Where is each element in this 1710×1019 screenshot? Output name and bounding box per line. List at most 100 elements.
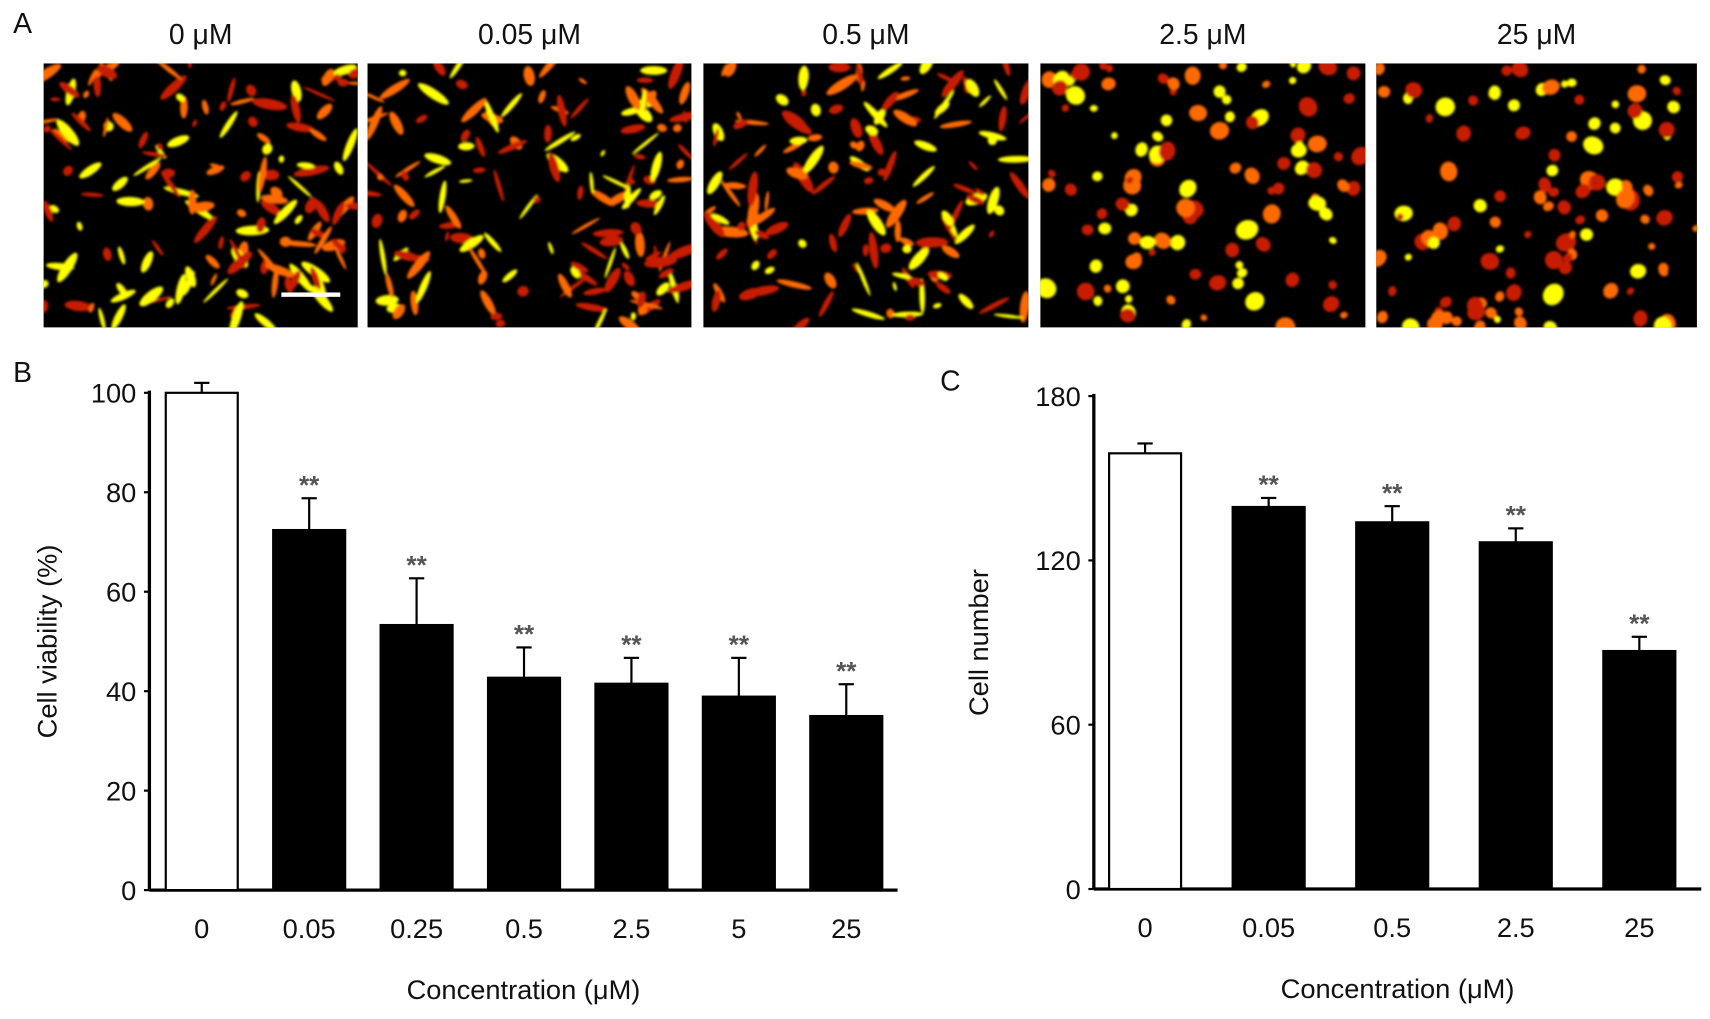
cell (1388, 286, 1397, 297)
cell (458, 179, 473, 183)
cell (978, 131, 1007, 141)
cell (497, 140, 527, 154)
cell (751, 260, 760, 271)
cell (1376, 63, 1385, 75)
cell (1115, 197, 1130, 211)
cell (219, 111, 238, 138)
scale-bar (281, 292, 341, 297)
cell (1575, 184, 1591, 199)
cell (218, 236, 224, 250)
cell (398, 69, 407, 77)
cell (1152, 131, 1164, 142)
cell (578, 78, 587, 85)
cell (252, 98, 288, 111)
y-axis-title: Cell number (963, 569, 994, 716)
cell (937, 73, 953, 82)
cell (1377, 85, 1391, 98)
cell (775, 94, 789, 106)
cell (1135, 142, 1148, 157)
cell (653, 195, 666, 216)
cell (278, 155, 285, 163)
cell (445, 205, 462, 229)
cell (908, 277, 926, 287)
cell (604, 247, 616, 279)
bar (1478, 541, 1553, 891)
cell (786, 167, 808, 180)
cell (1277, 156, 1291, 170)
cell (1643, 184, 1654, 197)
cell (954, 224, 975, 245)
cell (1485, 307, 1497, 319)
bar (1108, 452, 1183, 891)
cell (570, 133, 581, 142)
significance-marker: ** (1506, 500, 1527, 530)
cell (140, 251, 154, 273)
cell (1488, 85, 1501, 100)
cell (1609, 122, 1621, 134)
cell (1346, 66, 1361, 81)
cell (1627, 103, 1643, 119)
cell (899, 237, 914, 246)
cell (1616, 188, 1635, 209)
cell (1189, 268, 1202, 280)
cell (544, 131, 576, 151)
cell (483, 232, 502, 253)
cell (877, 63, 903, 80)
micrograph-title: 0.5 μM (822, 19, 909, 51)
cell (1515, 126, 1531, 140)
cell (392, 304, 406, 320)
cell (314, 226, 332, 254)
cell (1229, 162, 1242, 174)
y-tick-label: 180 (1035, 381, 1080, 412)
cell (111, 304, 126, 328)
cell (877, 168, 886, 176)
cell (1603, 282, 1619, 299)
cell (828, 104, 844, 115)
cell (1322, 296, 1340, 312)
cell (1290, 143, 1307, 158)
cell (575, 302, 608, 312)
cell (1432, 222, 1448, 240)
significance-marker: ** (621, 630, 642, 660)
cell (1225, 242, 1240, 258)
cell (98, 307, 106, 328)
cell (979, 95, 992, 108)
cell (1285, 272, 1300, 288)
cell (151, 240, 164, 256)
cell (1456, 125, 1471, 142)
cell (459, 235, 484, 253)
cell (348, 68, 358, 79)
cell (618, 316, 640, 328)
cell (621, 188, 642, 209)
cell (557, 273, 572, 298)
micrograph-title: 2.5 μM (1159, 19, 1246, 51)
cell (1671, 171, 1684, 183)
cell (570, 261, 589, 273)
cell (1588, 174, 1606, 191)
bar (1602, 649, 1677, 891)
cell (851, 308, 885, 320)
cell (886, 308, 895, 319)
cell (468, 246, 488, 277)
cell (630, 222, 642, 235)
cell (1447, 216, 1461, 232)
cell (602, 175, 631, 190)
cell (676, 159, 685, 170)
cell (1440, 161, 1458, 182)
cell (1181, 319, 1192, 328)
cell (932, 303, 942, 309)
cell (1494, 190, 1506, 202)
cell (1160, 114, 1173, 127)
cell (754, 230, 770, 240)
cell (789, 136, 808, 145)
cell (478, 248, 486, 259)
cell (1125, 295, 1133, 303)
cell (1542, 283, 1564, 306)
cell (890, 89, 919, 102)
cell (667, 279, 692, 294)
cell (1659, 75, 1671, 86)
bar (1231, 505, 1306, 891)
cell (43, 200, 54, 222)
cell (1543, 321, 1557, 328)
